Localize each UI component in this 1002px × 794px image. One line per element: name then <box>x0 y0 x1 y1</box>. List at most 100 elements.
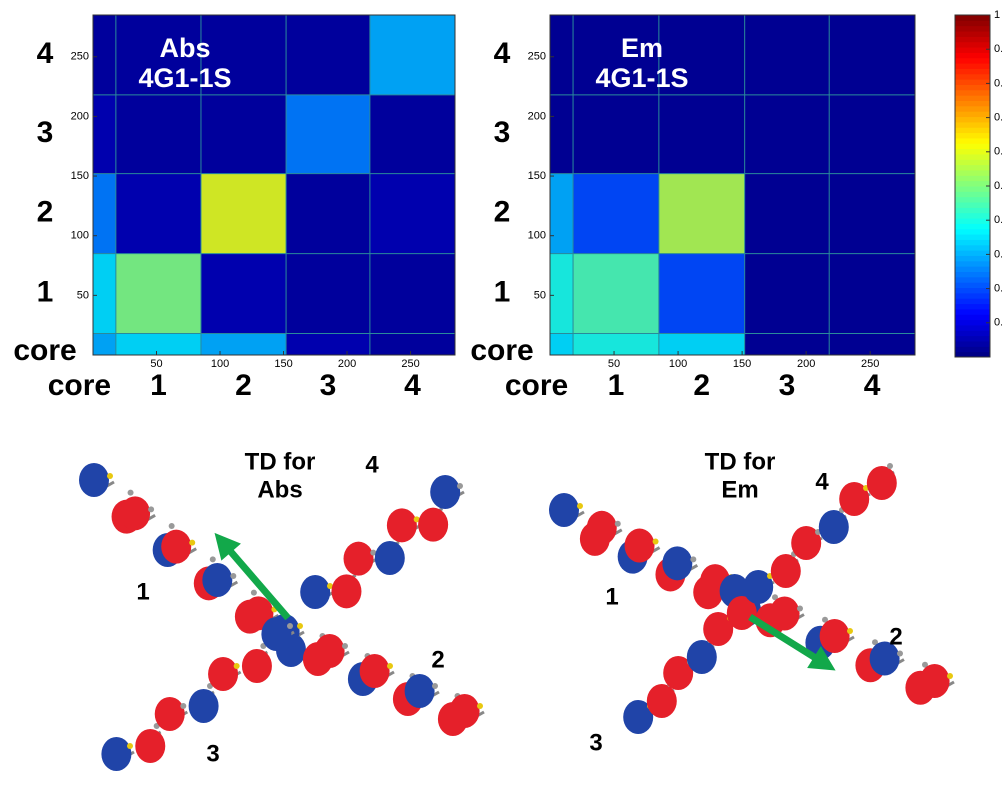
atom <box>897 651 903 657</box>
atom <box>457 483 463 489</box>
atom <box>107 473 113 479</box>
atom <box>577 503 583 509</box>
colorbar-strip <box>955 68 990 74</box>
y-tick-label: 100 <box>528 230 546 242</box>
orbital-lobe <box>920 664 950 698</box>
orbital-lobe <box>647 684 677 718</box>
colorbar-strip <box>955 272 990 278</box>
arm-label: 3 <box>589 729 602 756</box>
colorbar-strip <box>955 218 990 224</box>
colorbar-strip <box>955 63 990 69</box>
heatmap-cell <box>573 334 659 355</box>
arm-label: 4 <box>815 468 829 495</box>
colorbar-tick-label: 0.9 <box>994 43 1002 55</box>
orbital-lobe <box>161 530 191 564</box>
colorbar-tick-label: 0.4 <box>994 214 1002 226</box>
x-tick-label: 200 <box>797 358 815 370</box>
molecule-label: Abs <box>257 476 302 503</box>
colorbar-tick-label: 0.6 <box>994 146 1002 158</box>
colorbar-strip <box>955 250 990 256</box>
colorbar-strip <box>955 239 990 245</box>
x-group-label: 3 <box>320 369 337 402</box>
x-group-label: 4 <box>864 369 881 402</box>
colorbar-strip <box>955 31 990 37</box>
colorbar-strip <box>955 255 990 261</box>
orbital-lobe <box>300 575 330 609</box>
heatmap-cell <box>659 254 745 334</box>
figure: corecore11223344501001502002505010015020… <box>0 0 1002 789</box>
atom <box>297 623 303 629</box>
y-tick-label: 200 <box>71 110 89 122</box>
arm-label: 2 <box>431 646 444 673</box>
colorbar-strip <box>955 197 990 203</box>
heatmap-cell <box>829 334 915 355</box>
colorbar-strip <box>955 346 990 352</box>
orbital-lobe <box>242 649 272 683</box>
orbital-lobe <box>405 674 435 708</box>
colorbar-strip <box>955 101 990 107</box>
atom <box>615 521 621 527</box>
colorbar-strip <box>955 175 990 181</box>
heatmap-cell <box>116 95 201 174</box>
colorbar-tick-label: 0.2 <box>994 283 1002 295</box>
x-group-label: 1 <box>608 369 625 402</box>
atom <box>189 540 195 546</box>
heatmap-cell <box>659 334 745 355</box>
orbital-lobe <box>344 542 374 576</box>
colorbar-strip <box>955 341 990 347</box>
orbital-lobe <box>315 634 345 668</box>
arm-label: 4 <box>365 451 379 478</box>
heatmap-cell <box>550 334 573 355</box>
colorbar-strip <box>955 111 990 117</box>
colorbar-strip <box>955 309 990 315</box>
heatmap-cell <box>201 254 286 334</box>
heatmap-cell <box>116 254 201 334</box>
colorbar-strip <box>955 20 990 26</box>
orbital-lobe <box>208 657 238 691</box>
colorbar-tick-label: 0.8 <box>994 77 1002 89</box>
orbital-lobe <box>155 697 185 731</box>
orbital-lobe <box>819 510 849 544</box>
colorbar-strip <box>955 154 990 160</box>
colorbar-strip <box>955 170 990 176</box>
heatmap-cell <box>286 254 370 334</box>
heatmap-cell <box>829 174 915 254</box>
colorbar-strip <box>955 149 990 155</box>
x-group-label: 3 <box>779 369 796 402</box>
colorbar-strip <box>955 223 990 229</box>
colorbar-strip <box>955 15 990 21</box>
orbital-lobe <box>387 508 417 542</box>
orbital-lobe <box>549 493 579 527</box>
orbital-lobe <box>820 619 850 653</box>
y-group-label: 3 <box>494 116 511 149</box>
colorbar-strip <box>955 202 990 208</box>
heatmap-cell <box>573 254 659 334</box>
y-tick-label: 50 <box>77 289 89 301</box>
orbital-lobe <box>189 689 219 723</box>
molecule-label: TD for <box>705 448 776 475</box>
colorbar-strip <box>955 207 990 213</box>
heatmap-cell <box>659 95 745 174</box>
colorbar-strip <box>955 186 990 192</box>
heatmap-cell <box>829 15 915 95</box>
y-group-label: 3 <box>37 116 54 149</box>
heatmap-cell <box>93 334 116 355</box>
heatmap-cell <box>573 95 659 174</box>
atom <box>148 506 154 512</box>
atom <box>847 628 853 634</box>
heatmap-cell <box>201 174 286 254</box>
colorbar-strip <box>955 58 990 64</box>
atom <box>342 643 348 649</box>
y-tick-label: 150 <box>528 170 546 182</box>
x-tick-label: 250 <box>401 358 419 370</box>
y-group-label: 4 <box>37 37 54 70</box>
atom <box>432 683 438 689</box>
orbital-lobe <box>101 737 131 771</box>
atom <box>127 743 133 749</box>
colorbar-tick-label: 1 <box>994 9 1000 21</box>
y-group-label: 1 <box>37 275 54 308</box>
y-group-label: 4 <box>494 37 511 70</box>
y-tick-label: 100 <box>71 230 89 242</box>
heatmap-cell <box>550 95 573 174</box>
y-group-label: 2 <box>494 196 511 229</box>
